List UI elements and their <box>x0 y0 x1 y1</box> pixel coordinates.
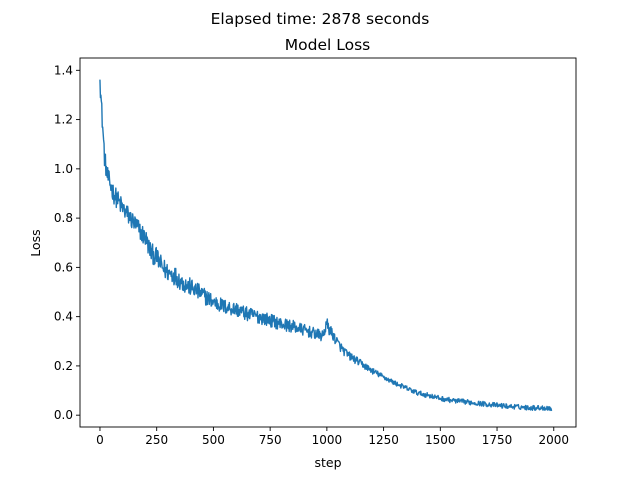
y-tick-label: 1.4 <box>54 63 73 77</box>
x-tick-label: 1000 <box>312 433 343 447</box>
x-tick-label: 1250 <box>368 433 399 447</box>
y-axis-label: Loss <box>28 229 43 256</box>
x-axis: 0 250 500 750 1000 1250 1500 1750 2000 <box>96 427 569 447</box>
y-tick-label: 0.0 <box>54 408 73 422</box>
y-tick-label: 0.8 <box>54 211 73 225</box>
x-tick-label: 1500 <box>425 433 456 447</box>
y-axis: 0.0 0.2 0.4 0.6 0.8 1.0 1.2 1.4 <box>54 63 80 422</box>
y-tick-label: 1.0 <box>54 162 73 176</box>
loss-line <box>99 79 553 412</box>
x-tick-label: 500 <box>202 433 225 447</box>
x-tick-label: 0 <box>96 433 104 447</box>
y-tick-label: 0.4 <box>54 310 73 324</box>
chart-title: Model Loss <box>285 36 370 54</box>
chart-suptitle: Elapsed time: 2878 seconds <box>211 10 430 28</box>
x-tick-label: 250 <box>145 433 168 447</box>
y-tick-label: 0.6 <box>54 260 73 274</box>
y-tick-label: 0.2 <box>54 359 73 373</box>
x-axis-label: step <box>314 455 341 470</box>
x-tick-label: 2000 <box>538 433 569 447</box>
plot-area-frame <box>79 57 577 428</box>
series-layer <box>99 79 553 412</box>
x-tick-label: 1750 <box>482 433 513 447</box>
y-tick-label: 1.2 <box>54 113 73 127</box>
x-tick-label: 750 <box>259 433 282 447</box>
